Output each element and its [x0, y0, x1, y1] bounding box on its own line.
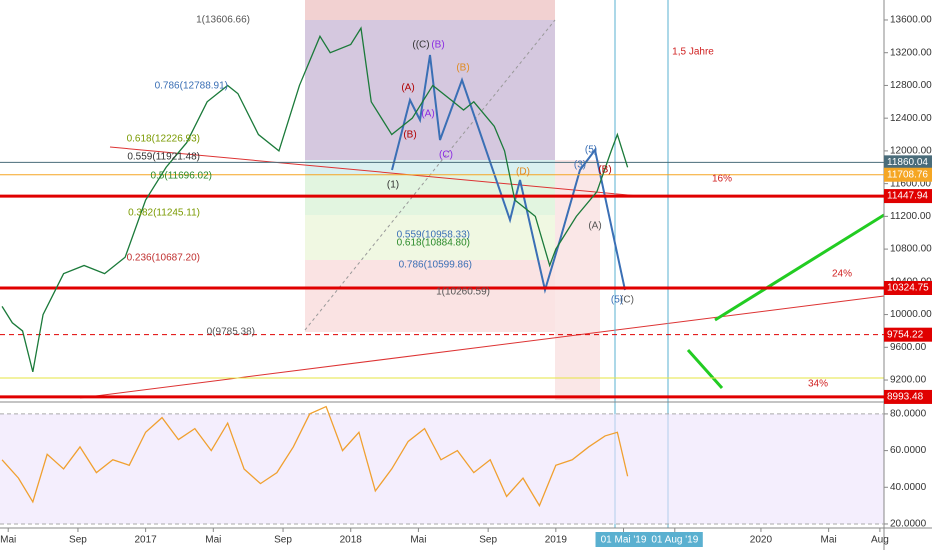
wave-label: (C): [620, 295, 634, 306]
y-tick-label: 12800.00: [890, 80, 932, 91]
x-tick-label: 2019: [545, 535, 568, 546]
x-tick-label: Sep: [69, 535, 87, 546]
wave-label: (B): [403, 130, 416, 141]
wave-label: (B): [431, 40, 444, 51]
level-tag: [884, 155, 932, 170]
y-tick-label: 10800.00: [890, 244, 932, 255]
note: 24%: [832, 269, 852, 280]
fib-label: 0.382(11245.11): [128, 208, 200, 219]
fib-label: 1(10260.59): [436, 287, 490, 298]
level-tag: [884, 389, 932, 404]
rsi-line: [1, 405, 629, 508]
rsi-tick-label: 60.0000: [890, 445, 927, 456]
level-tag: [884, 167, 932, 182]
x-tick-label: Aug: [871, 535, 889, 546]
y-tick-label: 12000.00: [890, 146, 932, 157]
y-tick-label: 13200.00: [890, 47, 932, 58]
note: 1,5 Jahre: [672, 47, 714, 58]
wave-label: (A): [588, 221, 601, 232]
note: 34%: [808, 379, 828, 390]
y-tick-label: 11600.00: [890, 178, 931, 189]
fib-label: 0.786(10599.86): [399, 260, 472, 271]
price-line: [1, 26, 629, 373]
x-tick-label: Sep: [274, 535, 292, 546]
level-label: 11708.76: [887, 169, 928, 180]
fib-zone: [304, 0, 600, 400]
x-tick-label: Mai: [0, 535, 16, 546]
wave-label: (A): [421, 109, 434, 120]
level-tag: [884, 327, 932, 342]
x-tick-highlight: [595, 532, 652, 547]
x-tick-label: 2020: [750, 535, 773, 546]
x-tick-label: 2018: [340, 535, 363, 546]
y-tick-label: 12400.00: [890, 113, 932, 124]
level-tag: [884, 280, 932, 295]
x-tick-label: 01 Mai '19: [601, 535, 647, 546]
wave-label: (3): [574, 160, 586, 171]
x-tick-label: Mai: [410, 535, 426, 546]
x-tick-label: 01 Aug '19: [651, 535, 698, 546]
y-tick-label: 10000.00: [890, 309, 932, 320]
x-tick-highlight: [646, 532, 703, 547]
note: 16%: [712, 174, 732, 185]
wave-label: (1): [387, 180, 399, 191]
rsi-tick-label: 20.0000: [890, 519, 927, 530]
level-tag: [884, 189, 932, 204]
fib-label: 0.559(11921.48): [127, 152, 200, 163]
wave-label: (B): [456, 63, 469, 74]
y-tick-label: 9600.00: [890, 342, 927, 353]
fib-label: 0.618(10884.80): [397, 238, 470, 249]
rsi-tick-label: 40.0000: [890, 482, 927, 493]
wave-label: ((C): [412, 40, 429, 51]
y-tick-label: 9200.00: [890, 375, 927, 386]
wave-label: (A): [401, 83, 414, 94]
fib-label: 1(13606.66): [196, 15, 250, 26]
wave-label: (D): [516, 167, 530, 178]
level-label: 10324.75: [887, 283, 929, 294]
fib-label: 0.5(11696.02): [150, 171, 212, 182]
level-label: 8993.48: [887, 392, 924, 403]
fib-label: 0.786(12788.91): [155, 81, 228, 92]
y-tick-label: 13600.00: [890, 15, 932, 26]
wave-label: (C): [439, 150, 453, 161]
fib-label: 0(9785.38): [207, 327, 255, 338]
price-axis-bg: [884, 0, 932, 550]
wave-label: (B): [598, 165, 611, 176]
fib-label: 0.618(12226.93): [127, 134, 200, 145]
x-tick-label: 2017: [134, 535, 157, 546]
fib-label: 0.559(10958.33): [397, 230, 470, 241]
x-tick-label: Mai: [821, 535, 837, 546]
level-label: 11447.94: [887, 191, 928, 202]
x-tick-label: Sep: [479, 535, 497, 546]
wave-label: (5): [611, 295, 623, 306]
rsi-tick-label: 80.0000: [890, 409, 927, 420]
rsi-band: [0, 414, 884, 524]
y-tick-label: 11200.00: [890, 211, 931, 222]
x-tick-label: Mai: [205, 535, 221, 546]
wave-label: (5): [585, 145, 597, 156]
level-label: 9754.22: [887, 329, 924, 340]
fib-label: 0.236(10687.20): [127, 253, 200, 264]
level-label: 11860.04: [887, 157, 928, 168]
